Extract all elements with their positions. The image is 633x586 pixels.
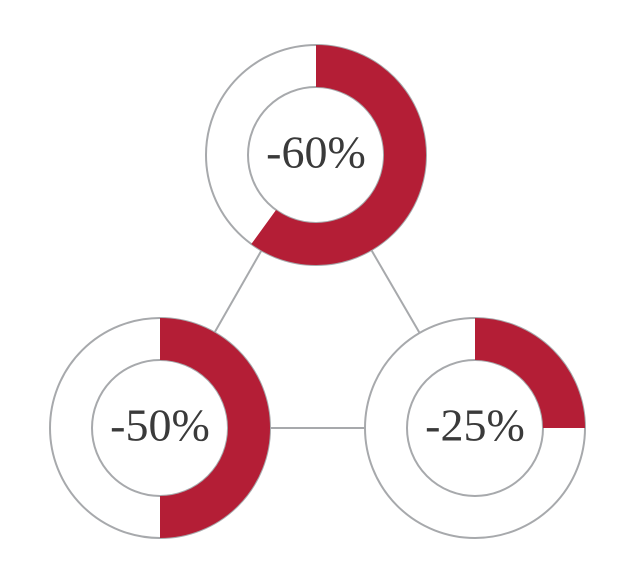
donut-value-label: -60% [266, 127, 366, 178]
donut-value-label: -50% [110, 400, 210, 451]
connector-line [371, 250, 419, 333]
donut-left: -50% [50, 318, 270, 538]
connector-line [215, 251, 262, 333]
donut-top: -60% [206, 45, 426, 265]
donut-cluster-chart: -60% -50% -25% [0, 0, 633, 586]
donut-value-label: -25% [425, 400, 525, 451]
donut-right: -25% [365, 318, 585, 538]
